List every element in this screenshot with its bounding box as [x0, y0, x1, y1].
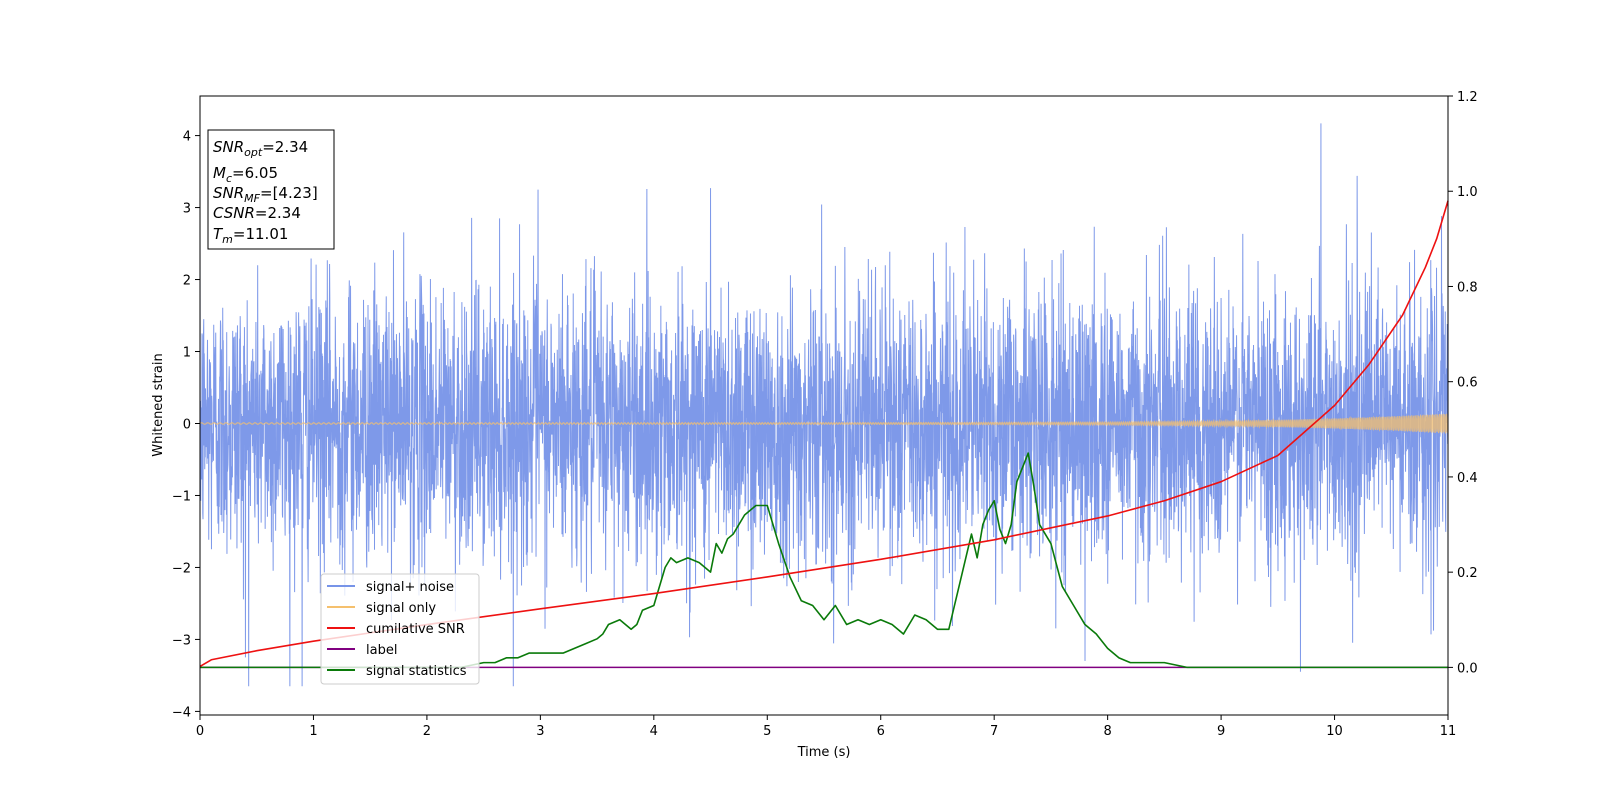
y-tick-label: 3	[183, 202, 191, 217]
y-tick-label: 0	[183, 417, 191, 432]
info-snr-mf: SNRMF=[4.23]	[213, 184, 318, 205]
x-axis: 0 1 2 3 4 5 6 7 8 9 10 11	[196, 715, 1456, 739]
y-tick-label: −1	[172, 489, 191, 504]
y2-tick-label: 1.2	[1457, 90, 1478, 105]
y2-tick-label: 0.0	[1457, 661, 1478, 676]
x-tick-label: 2	[423, 724, 431, 739]
signal-statistics-line	[200, 452, 1448, 669]
y-tick-label: 4	[183, 130, 191, 145]
legend: signal+ noise signal only cumilative SNR…	[320, 573, 480, 685]
info-snr-opt: SNRopt=2.34	[213, 138, 308, 159]
legend-label-signal-noise: signal+ noise	[366, 580, 454, 595]
y-axis-right: 1.2 1.0 0.8 0.6 0.4 0.2 0.0	[1448, 90, 1478, 676]
legend-label-signal-only: signal only	[366, 601, 436, 616]
x-tick-label: 7	[990, 724, 998, 739]
y-tick-label: 1	[183, 346, 191, 361]
info-csnr: CSNR=2.34	[213, 204, 301, 222]
legend-label-label: label	[366, 643, 397, 658]
y-tick-label: −2	[172, 561, 191, 576]
x-tick-label: 8	[1103, 724, 1111, 739]
legend-label-cumulative-snr: cumilative SNR	[366, 622, 465, 637]
x-tick-label: 6	[877, 724, 885, 739]
plot-frame	[199, 95, 1449, 716]
x-tick-label: 3	[536, 724, 544, 739]
y-axis-left: 4 3 2 1 0 −1 −2 −3 −4	[172, 130, 200, 720]
x-tick-label: 9	[1217, 724, 1225, 739]
info-box-frame	[207, 129, 335, 250]
x-tick-label: 1	[309, 724, 317, 739]
info-tm: Tm=11.01	[213, 225, 288, 246]
y2-tick-label: 1.0	[1457, 185, 1478, 200]
signal-noise-line	[199, 123, 1449, 687]
y2-tick-label: 0.6	[1457, 376, 1478, 391]
y2-tick-label: 0.4	[1457, 471, 1478, 486]
x-tick-label: 5	[763, 724, 771, 739]
info-box: SNRopt=2.34 Mc=6.05 SNRMF=[4.23] CSNR=2.…	[207, 129, 335, 250]
x-tick-label: 4	[650, 724, 658, 739]
legend-label-signal-statistics: signal statistics	[366, 664, 467, 679]
y-tick-label: −4	[172, 705, 191, 720]
y2-tick-label: 0.2	[1457, 566, 1478, 581]
x-tick-label: 10	[1326, 724, 1343, 739]
x-axis-label: Time (s)	[797, 745, 851, 760]
y-tick-label: 2	[183, 274, 191, 289]
y-axis-label: Whitened strain	[151, 353, 166, 456]
signal-noise-series	[199, 123, 1449, 687]
signal-only-series	[199, 413, 1449, 434]
x-tick-label: 11	[1440, 724, 1457, 739]
legend-frame	[320, 573, 480, 685]
x-tick-label: 0	[196, 724, 204, 739]
info-mc: Mc=6.05	[213, 164, 278, 185]
y-tick-label: −3	[172, 633, 191, 648]
signal-only-line	[199, 413, 1449, 434]
y2-tick-label: 0.8	[1457, 280, 1478, 295]
